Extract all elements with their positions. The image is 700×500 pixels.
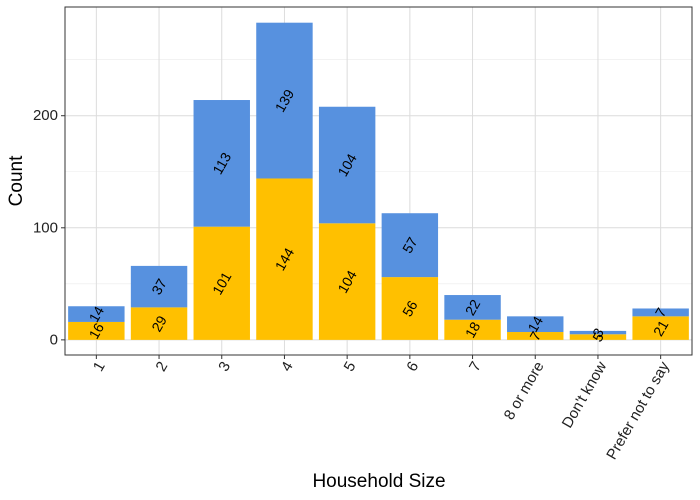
bar-value-label: 56 bbox=[399, 298, 421, 320]
bar-segment bbox=[68, 321, 125, 340]
y-tick-label: 100 bbox=[33, 219, 58, 236]
bar-segment bbox=[193, 100, 250, 227]
bar-segment bbox=[68, 306, 125, 322]
bar-value-label: 18 bbox=[462, 319, 484, 341]
bar-value-label: 21 bbox=[650, 317, 672, 339]
bar-segment bbox=[381, 277, 439, 340]
bar-segment bbox=[318, 106, 376, 224]
bar-segment bbox=[507, 332, 564, 340]
bar-value-label: 22 bbox=[462, 296, 484, 318]
bar-segment bbox=[256, 22, 313, 179]
x-axis-title: Household Size bbox=[312, 471, 445, 492]
bar-segment bbox=[130, 307, 188, 340]
bar-value-label: 14 bbox=[86, 303, 108, 325]
bar-value-label: 29 bbox=[148, 313, 170, 335]
bar-value-label: 16 bbox=[86, 320, 108, 342]
y-axis-title: Count bbox=[6, 155, 27, 206]
bar-value-label: 57 bbox=[399, 234, 421, 256]
bar-segment bbox=[130, 265, 188, 308]
bar-value-label: 14 bbox=[524, 313, 546, 335]
y-tick-label: 200 bbox=[33, 107, 58, 124]
bar-segment bbox=[569, 330, 627, 335]
bar-segment bbox=[632, 316, 689, 340]
bars bbox=[68, 22, 689, 340]
y-tick-label: 0 bbox=[50, 331, 58, 348]
bar-segment bbox=[256, 178, 313, 340]
bar-segment bbox=[193, 226, 250, 340]
bar-segment bbox=[444, 295, 501, 320]
bar-segment bbox=[381, 213, 439, 278]
bar-segment bbox=[632, 308, 689, 317]
bar-value-label: 37 bbox=[148, 276, 170, 298]
plot-panel-border bbox=[64, 6, 693, 356]
y-axis-ticks: 0 100 200 bbox=[33, 107, 65, 348]
bar-segment bbox=[444, 319, 501, 340]
bar-segment bbox=[318, 223, 376, 340]
bar-segment bbox=[569, 334, 627, 340]
bar-segment bbox=[507, 316, 564, 333]
